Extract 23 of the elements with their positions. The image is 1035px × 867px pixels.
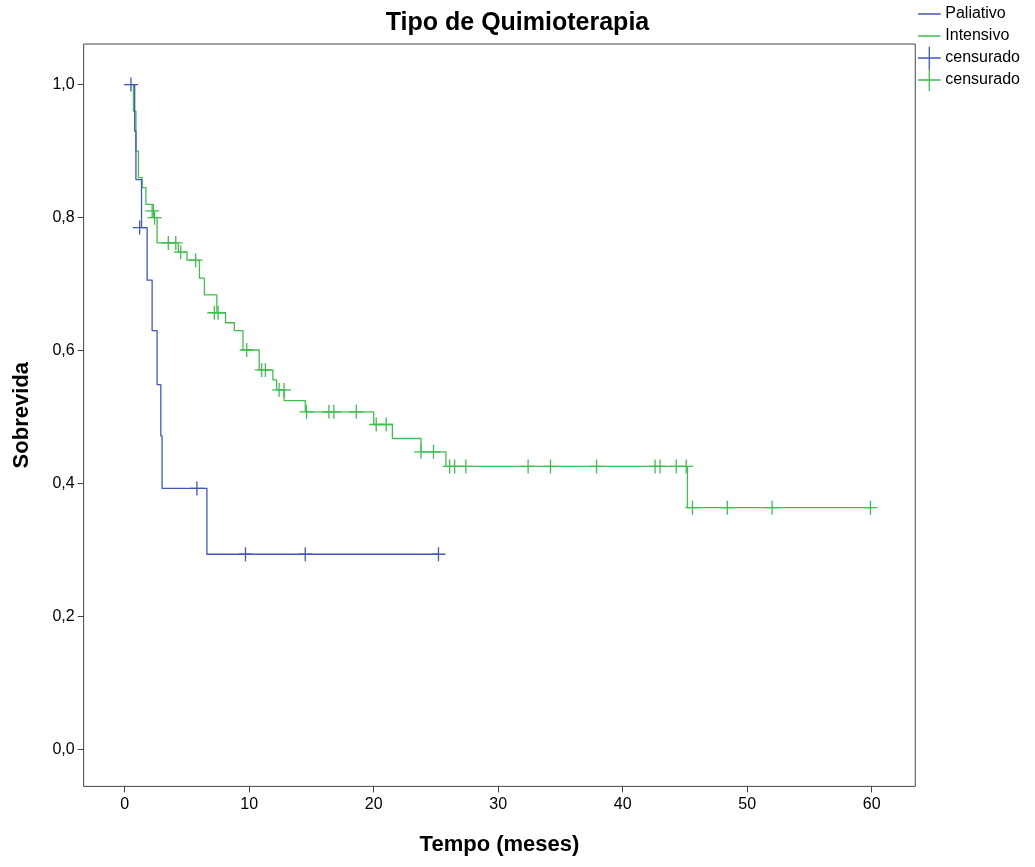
x-tick-label: 10: [240, 795, 259, 813]
point: [146, 209, 163, 226]
x-tick-label: 40: [613, 795, 632, 813]
x-tick-label: 30: [489, 795, 508, 813]
x-tick-label: 0: [120, 795, 130, 813]
legend-label: Paliativo: [945, 4, 1006, 22]
point: [144, 203, 160, 219]
y-axis-title: Sobrevida: [8, 361, 34, 469]
legend-label: censurado: [945, 70, 1021, 88]
legend-label: Intensivo: [945, 26, 1010, 44]
y-tick-label: 0,8: [52, 208, 75, 226]
point: [123, 76, 139, 93]
y-tick-label: 0,4: [52, 474, 75, 492]
x-tick-label: 60: [862, 795, 881, 813]
x-axis-title: Tempo (meses): [419, 830, 580, 856]
legend-label: censurado: [945, 48, 1021, 66]
y-tick-label: 0,6: [52, 341, 75, 359]
x-tick-label: 50: [738, 795, 757, 813]
y-tick-label: 0,0: [52, 740, 75, 758]
y-tick-label: 1,0: [52, 74, 75, 92]
chart-title: Tipo de Quimioterapia: [385, 6, 651, 35]
y-tick-label: 0,2: [52, 607, 75, 625]
x-tick-label: 20: [364, 795, 383, 813]
